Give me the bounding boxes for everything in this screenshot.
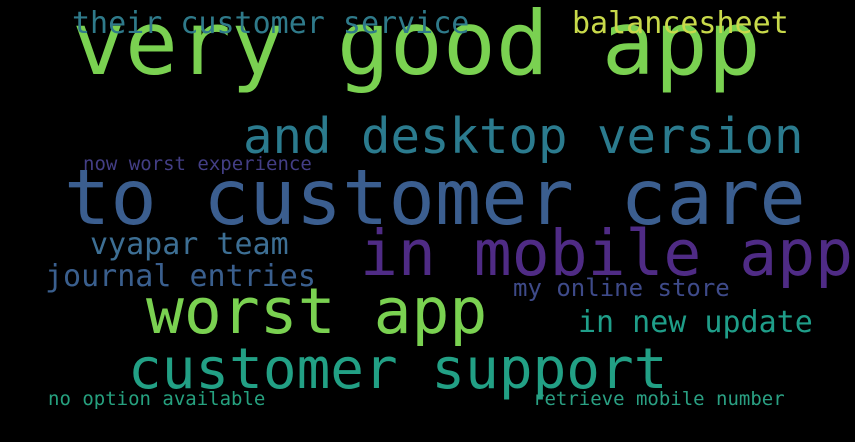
word-in-mobile-app: in mobile app	[360, 217, 854, 290]
word-journal-entries: journal entries	[45, 259, 316, 294]
word-to-customer-care: to customer care	[64, 154, 806, 243]
word-and-desktop-version: and desktop version	[243, 108, 804, 165]
word-their-customer-service: their customer service	[72, 6, 470, 41]
word-very-good-app: very good app	[72, 0, 761, 95]
word-my-online-store: my online store	[513, 274, 730, 302]
word-customer-support: customer support	[128, 337, 668, 402]
word-retrieve-mobile-number: retrieve mobile number	[533, 388, 785, 410]
word-no-option-available: no option available	[48, 388, 266, 410]
word-in-new-update: in new update	[578, 305, 813, 340]
word-now-worst-experience: now worst experience	[83, 153, 312, 175]
word-vyapar-team: vyapar team	[90, 227, 289, 262]
word-worst-app: worst app	[146, 275, 488, 348]
word-balancesheet: balancesheet	[572, 6, 789, 41]
